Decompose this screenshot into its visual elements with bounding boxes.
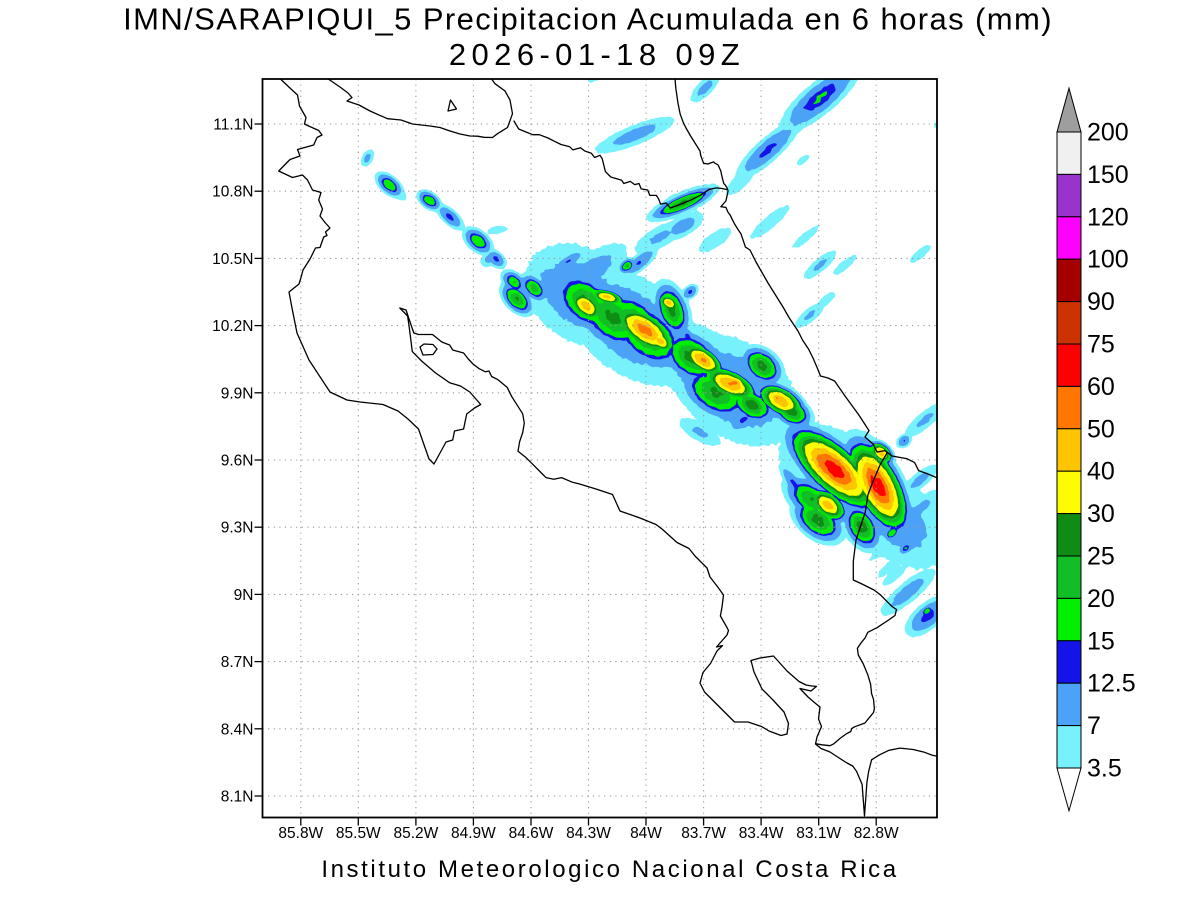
svg-text:IMN/SARAPIQUI_5 Precipitacion: IMN/SARAPIQUI_5 Precipitacion Acumulada … — [123, 2, 1053, 37]
svg-text:100: 100 — [1087, 246, 1129, 274]
svg-text:10.5N: 10.5N — [212, 251, 253, 268]
svg-text:10.8N: 10.8N — [212, 184, 253, 201]
svg-text:9.6N: 9.6N — [221, 453, 254, 470]
svg-text:2026-01-18 09Z: 2026-01-18 09Z — [449, 37, 745, 72]
svg-text:7: 7 — [1087, 712, 1101, 740]
svg-text:8.1N: 8.1N — [221, 789, 254, 806]
svg-text:12.5: 12.5 — [1087, 670, 1136, 698]
svg-text:9.3N: 9.3N — [221, 520, 254, 537]
svg-text:83.1W: 83.1W — [796, 825, 841, 842]
svg-text:85.5W: 85.5W — [336, 825, 381, 842]
svg-text:8.7N: 8.7N — [221, 654, 254, 671]
svg-text:150: 150 — [1087, 161, 1129, 189]
svg-text:20: 20 — [1087, 585, 1115, 613]
svg-text:85.8W: 85.8W — [278, 825, 323, 842]
svg-text:85.2W: 85.2W — [393, 825, 438, 842]
svg-text:40: 40 — [1087, 458, 1115, 486]
svg-text:83.4W: 83.4W — [739, 825, 784, 842]
svg-text:Instituto Meteorologico Nacion: Instituto Meteorologico Nacional Costa R… — [321, 856, 898, 883]
svg-text:25: 25 — [1087, 543, 1115, 571]
svg-text:8.4N: 8.4N — [221, 721, 254, 738]
svg-text:3.5: 3.5 — [1087, 755, 1122, 783]
svg-text:84.3W: 84.3W — [566, 825, 611, 842]
svg-text:84.6W: 84.6W — [509, 825, 554, 842]
svg-text:11.1N: 11.1N — [213, 117, 253, 134]
svg-text:120: 120 — [1087, 203, 1129, 231]
svg-text:90: 90 — [1087, 288, 1115, 316]
svg-text:84.9W: 84.9W — [451, 825, 496, 842]
svg-text:15: 15 — [1087, 627, 1115, 655]
svg-text:84W: 84W — [630, 825, 662, 842]
svg-text:9.9N: 9.9N — [221, 385, 254, 402]
svg-text:82.8W: 82.8W — [854, 825, 899, 842]
svg-text:10.2N: 10.2N — [212, 318, 253, 335]
svg-text:200: 200 — [1087, 119, 1129, 147]
svg-text:75: 75 — [1087, 331, 1115, 359]
svg-text:9N: 9N — [234, 587, 254, 604]
svg-text:30: 30 — [1087, 500, 1115, 528]
svg-text:83.7W: 83.7W — [681, 825, 726, 842]
svg-text:50: 50 — [1087, 415, 1115, 443]
svg-text:60: 60 — [1087, 373, 1115, 401]
